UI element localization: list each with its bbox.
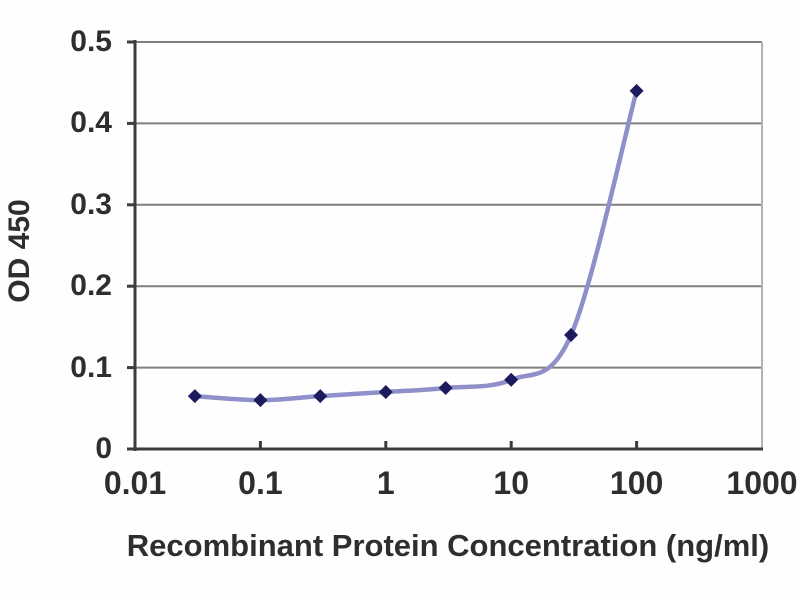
data-point-marker — [253, 393, 268, 408]
x-tick-label: 100 — [609, 465, 664, 501]
data-point-marker — [313, 389, 328, 404]
x-tick-label: 1000 — [726, 465, 798, 501]
y-tick-label: 0.5 — [70, 25, 112, 58]
series-line — [192, 88, 639, 403]
data-point-marker — [378, 385, 393, 400]
data-point-marker — [504, 372, 519, 387]
x-tick-label: 0.01 — [103, 465, 167, 501]
data-point-marker — [187, 389, 202, 404]
x-tick-label: 0.1 — [238, 465, 283, 501]
y-tick-label: 0.2 — [70, 269, 112, 303]
data-point-marker — [629, 83, 644, 98]
x-tick-label: 10 — [493, 465, 529, 501]
y-tick-label: 0.3 — [70, 187, 112, 221]
y-axis-title: OD 450 — [3, 199, 36, 303]
data-point-marker — [438, 380, 453, 395]
y-tick-label: 0.1 — [70, 350, 112, 384]
y-tick-label: 0.4 — [70, 106, 112, 140]
x-tick-label: 1 — [376, 465, 395, 501]
data-point-marker — [564, 328, 579, 343]
y-tick-label: 0 — [95, 432, 112, 465]
x-axis-title: Recombinant Protein Concentration (ng/ml… — [126, 528, 770, 563]
